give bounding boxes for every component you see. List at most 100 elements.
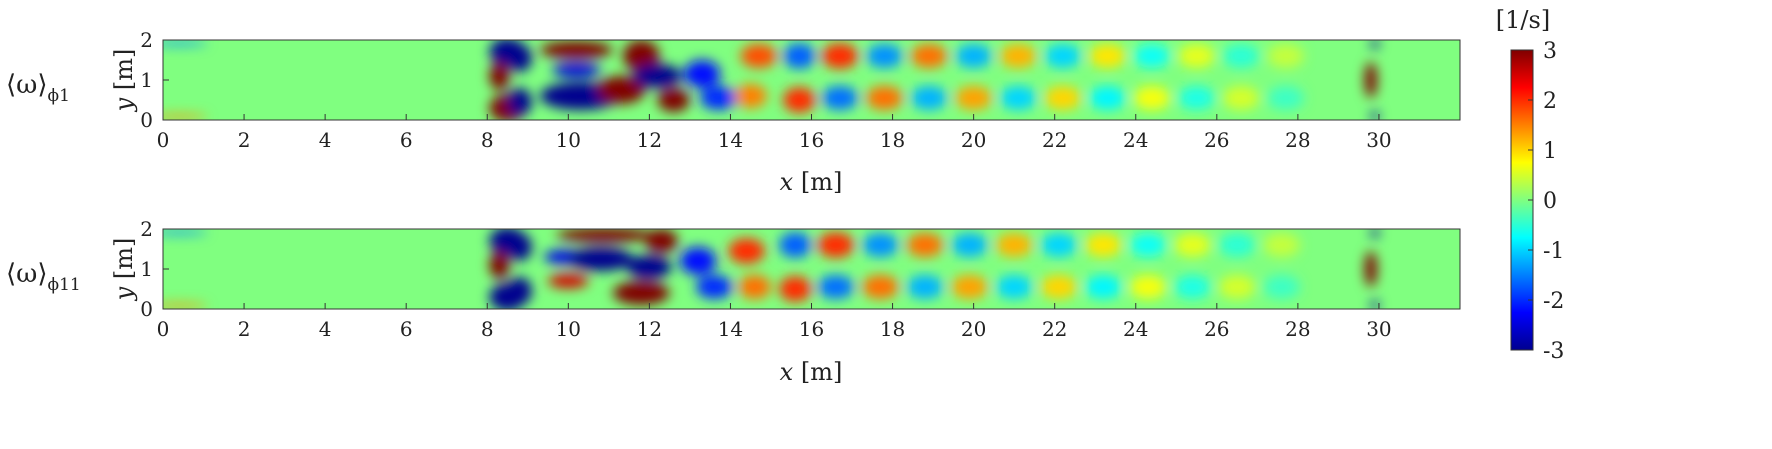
y-ticks-1: 0 1 2 bbox=[140, 28, 169, 132]
x-tick-label: 14 bbox=[718, 317, 743, 341]
y-axis-label-2-unit: [m] bbox=[110, 238, 138, 279]
vortex-cell bbox=[999, 86, 1037, 110]
y-tick-label: 0 bbox=[140, 297, 153, 321]
x-tick-label: 8 bbox=[481, 128, 494, 152]
vortex-cell bbox=[728, 238, 765, 264]
panel-1: ⟨ω⟩ϕ1 y [m] 0 2 4 6 8 10 12 14 16 18 20 22 24 26 28 30 … bbox=[6, 28, 1461, 196]
vortex-cell bbox=[548, 273, 589, 289]
y-axis-label-2-var: y bbox=[110, 286, 138, 301]
vortex-cell bbox=[163, 303, 208, 309]
vortex-cell bbox=[906, 233, 944, 257]
vortex-field bbox=[163, 40, 1379, 120]
vortex-cell bbox=[695, 275, 733, 299]
colorbar-tick-label: -2 bbox=[1543, 289, 1564, 314]
vortex-cell bbox=[1178, 86, 1215, 110]
vortex-cell bbox=[623, 40, 660, 72]
vortex-cell bbox=[910, 44, 948, 68]
y-tick-label: 1 bbox=[140, 68, 153, 92]
vortex-cell bbox=[1040, 275, 1077, 299]
vortex-cell bbox=[1133, 44, 1171, 68]
x-tick-label: 10 bbox=[556, 317, 581, 341]
vortex-cell bbox=[1178, 44, 1215, 68]
vortex-cell bbox=[507, 277, 532, 305]
vortex-cell bbox=[738, 275, 771, 299]
vortex-cell bbox=[163, 229, 208, 235]
colorbar-tick-label: 1 bbox=[1543, 139, 1557, 164]
vortex-cell bbox=[627, 255, 672, 279]
x-tick-label: 2 bbox=[238, 317, 251, 341]
x-tick-label: 14 bbox=[718, 128, 743, 152]
x-tick-label: 26 bbox=[1204, 128, 1229, 152]
vortex-cell bbox=[1370, 111, 1379, 120]
plot-area-1 bbox=[163, 40, 1460, 120]
vortex-cell bbox=[906, 275, 944, 299]
vortex-cell bbox=[645, 229, 678, 253]
y-axis-label-1: y [m] bbox=[110, 49, 138, 113]
x-tick-label: 4 bbox=[319, 317, 332, 341]
vortex-cell bbox=[1089, 44, 1126, 68]
vortex-cell bbox=[1267, 86, 1304, 110]
x-tick-label: 12 bbox=[637, 317, 662, 341]
vortex-cell bbox=[568, 247, 634, 271]
x-ticks-2: 0 2 4 6 8 10 12 14 16 18 20 22 24 26 28 30 bbox=[157, 303, 1392, 341]
x-tick-label: 8 bbox=[481, 317, 494, 341]
vortex-cell bbox=[1085, 233, 1122, 257]
row-label-2-main: ⟨ω⟩ bbox=[6, 259, 48, 289]
vortex-cell bbox=[955, 86, 992, 110]
vortex-cell bbox=[783, 87, 816, 113]
vortex-cell bbox=[539, 41, 613, 59]
x-tick-label: 30 bbox=[1366, 128, 1391, 152]
vortex-cell bbox=[740, 44, 778, 68]
row-label-1-main: ⟨ω⟩ bbox=[6, 70, 48, 100]
vortex-cell bbox=[783, 43, 816, 69]
vortex-cell bbox=[910, 86, 948, 110]
x-tick-label: 4 bbox=[319, 128, 332, 152]
vortex-cell bbox=[995, 275, 1033, 299]
vortex-cell bbox=[817, 232, 855, 258]
x-tick-label: 24 bbox=[1123, 128, 1148, 152]
vortex-cell bbox=[955, 44, 992, 68]
svg-text:y [m]: y [m] bbox=[110, 238, 138, 302]
vortex-cell bbox=[1085, 275, 1122, 299]
x-axis-label-1: x [m] bbox=[780, 168, 843, 196]
vortex-cell bbox=[507, 44, 532, 72]
colorbar-tick-label: -1 bbox=[1543, 239, 1564, 264]
vortex-cell bbox=[489, 251, 510, 279]
vortex-cell bbox=[1040, 233, 1077, 257]
x-ticks-1: 0 2 4 6 8 10 12 14 16 18 20 22 24 26 28 30 bbox=[157, 114, 1392, 152]
y-tick-label: 1 bbox=[140, 257, 153, 281]
vortex-cell bbox=[552, 62, 601, 78]
vortex-cell bbox=[163, 114, 208, 120]
vortex-cell bbox=[1222, 44, 1260, 68]
vortex-field bbox=[163, 229, 1379, 309]
x-tick-label: 28 bbox=[1285, 128, 1310, 152]
vortex-cell bbox=[1263, 233, 1300, 257]
x-tick-label: 18 bbox=[880, 317, 905, 341]
x-axis-label-1-var: x bbox=[780, 168, 794, 196]
y-axis-label-1-unit: [m] bbox=[110, 49, 138, 90]
vortex-cell bbox=[507, 233, 532, 261]
colorbar-tick-label: 3 bbox=[1543, 39, 1557, 64]
vortex-cell bbox=[1044, 44, 1082, 68]
vortex-cell bbox=[633, 64, 682, 88]
vortex-cell bbox=[1129, 275, 1167, 299]
vortex-cell bbox=[734, 84, 767, 108]
vortex-cell bbox=[657, 88, 690, 112]
y-tick-label: 2 bbox=[140, 217, 153, 241]
vortex-cell bbox=[779, 276, 812, 302]
vortex-cell bbox=[817, 275, 855, 299]
vortex-cell bbox=[862, 275, 899, 299]
vortex-cell bbox=[862, 233, 899, 257]
x-tick-label: 22 bbox=[1042, 128, 1067, 152]
x-axis-label-2: x [m] bbox=[780, 358, 843, 386]
vortex-cell bbox=[1267, 44, 1304, 68]
vortex-cell bbox=[1133, 86, 1171, 110]
x-tick-label: 6 bbox=[400, 317, 413, 341]
vortex-cell bbox=[995, 233, 1033, 257]
vortex-cell bbox=[1364, 251, 1377, 287]
vortex-cell bbox=[596, 76, 646, 104]
vortex-cell bbox=[866, 86, 903, 110]
vortex-cell bbox=[1263, 275, 1300, 299]
vortex-cell bbox=[1218, 233, 1256, 257]
